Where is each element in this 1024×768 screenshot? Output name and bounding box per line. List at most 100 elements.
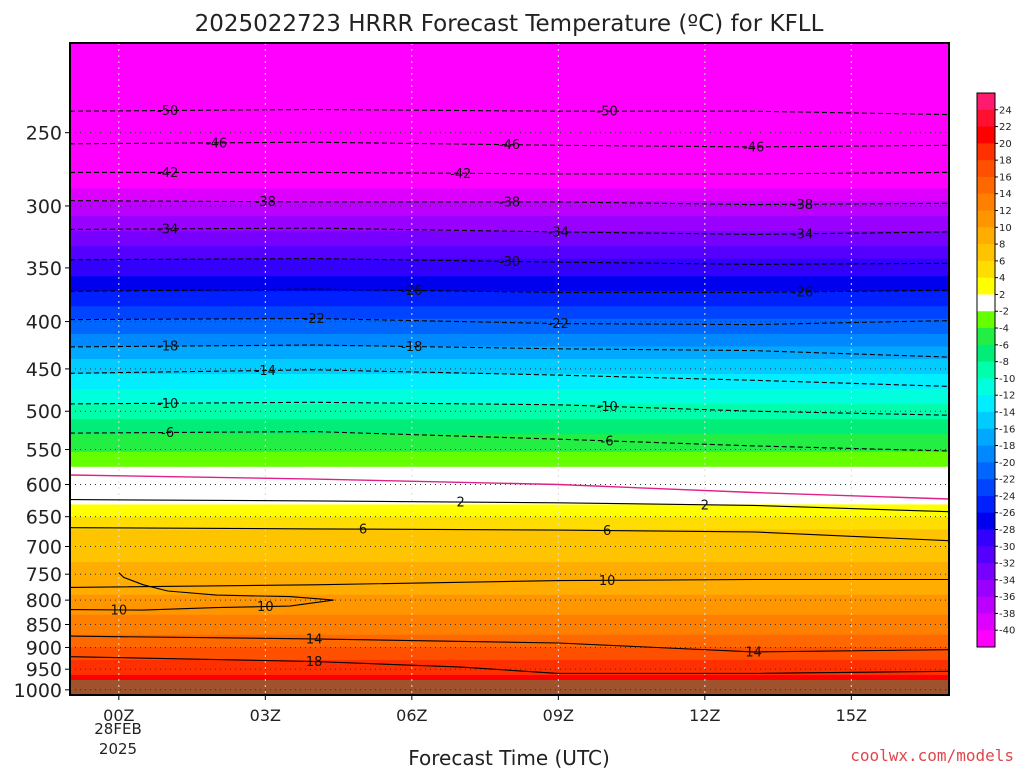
temperature-band	[70, 366, 949, 370]
colorbar-label: -30	[999, 542, 1015, 553]
temperature-band	[70, 459, 949, 463]
temperature-band	[70, 286, 949, 290]
y-tick-label: 750	[26, 564, 62, 586]
temperature-band	[70, 103, 949, 107]
x-tick-label: 09Z	[543, 706, 574, 725]
temperature-band	[70, 504, 949, 508]
temperature-band	[70, 469, 949, 473]
temperature-band	[70, 153, 949, 157]
temperature-band	[70, 338, 949, 343]
temperature-band	[70, 241, 949, 245]
colorbar-label: -14	[999, 407, 1015, 418]
colorbar-swatch	[977, 260, 995, 279]
temperature-band	[70, 145, 949, 149]
colorbar-swatch	[977, 311, 995, 329]
temperature-band	[70, 85, 949, 89]
temperature-band	[70, 509, 949, 513]
temperature-band	[70, 331, 949, 335]
contour-label: 14	[306, 632, 323, 647]
temperature-band	[70, 140, 949, 144]
temperature-band	[70, 441, 949, 445]
contour-label: -34	[792, 227, 813, 242]
temperature-band	[70, 511, 949, 516]
temperature-band	[70, 542, 949, 546]
temperature-band	[70, 624, 949, 628]
colorbar-label: -4	[999, 324, 1009, 335]
y-tick-label: 900	[26, 637, 62, 659]
temperature-band	[70, 409, 949, 413]
colorbar-label: -28	[999, 525, 1015, 536]
temperature-band	[70, 484, 949, 488]
temperature-band	[70, 155, 949, 159]
contour-label: -46	[499, 138, 520, 153]
colorbar-label: 16	[999, 172, 1012, 183]
temperature-band	[70, 554, 949, 558]
temperature-band	[70, 649, 949, 653]
contour-line	[70, 401, 949, 416]
temperature-band	[70, 216, 949, 220]
temperature-band	[70, 58, 949, 62]
y-tick-label: 550	[26, 440, 62, 462]
temperature-band	[70, 278, 949, 282]
temperature-band	[70, 436, 949, 440]
temperature-band	[70, 444, 949, 448]
temperature-band	[70, 60, 949, 64]
contour-line	[70, 227, 949, 235]
temperature-band	[70, 175, 949, 180]
temperature-band	[70, 343, 949, 348]
contour-line	[70, 431, 949, 452]
temperature-band	[70, 75, 949, 79]
temperature-band	[70, 604, 949, 608]
temperature-band	[70, 183, 949, 187]
temperature-band	[70, 419, 949, 423]
colorbar-label: 8	[999, 240, 1005, 251]
temperature-band	[70, 165, 949, 169]
temperature-band	[70, 298, 949, 302]
temperature-band	[70, 190, 949, 195]
y-tick-label: 350	[26, 258, 62, 280]
temperature-band	[70, 143, 949, 147]
temperature-band	[70, 461, 949, 465]
contour-line	[70, 474, 949, 500]
temperature-band	[70, 291, 949, 295]
temperature-band	[70, 521, 949, 526]
temperature-band	[70, 251, 949, 255]
colorbar-swatch	[977, 277, 995, 295]
temperature-band	[70, 654, 949, 658]
temperature-band	[70, 138, 949, 142]
temperature-band	[70, 43, 949, 47]
x-tick-label: 06Z	[396, 706, 427, 725]
temperature-band	[70, 386, 949, 390]
temperature-band	[70, 348, 949, 353]
y-tick-label: 450	[26, 359, 62, 381]
contour-label: -6	[161, 426, 174, 441]
temperature-band	[70, 647, 949, 651]
contour-label: 2	[457, 496, 465, 511]
colorbar-swatch	[977, 462, 995, 480]
contour-label: -38	[792, 198, 813, 213]
temperature-band	[70, 597, 949, 601]
temperature-band	[70, 208, 949, 212]
colorbar-label: 14	[999, 189, 1012, 200]
temperature-band	[70, 549, 949, 553]
colorbar-swatch	[977, 529, 995, 547]
y-tick-label: 1000	[14, 680, 62, 702]
colorbar-label: -24	[999, 491, 1015, 502]
temperature-band	[70, 506, 949, 511]
temperature-band	[70, 572, 949, 576]
temperature-band	[70, 243, 949, 247]
temperature-band	[70, 374, 949, 378]
temperature-band	[70, 451, 949, 455]
contour-label: -50	[157, 104, 178, 119]
temperature-band	[70, 256, 949, 260]
temperature-band	[70, 83, 949, 87]
temperature-band	[70, 486, 949, 490]
temperature-band	[70, 564, 949, 568]
x-axis-label: Forecast Time (UTC)	[408, 746, 610, 768]
temperature-band	[70, 125, 949, 129]
temperature-band	[70, 195, 949, 200]
temperature-band	[70, 346, 949, 350]
temperature-band	[70, 632, 949, 636]
temperature-band	[70, 98, 949, 102]
temperature-band	[70, 539, 949, 543]
